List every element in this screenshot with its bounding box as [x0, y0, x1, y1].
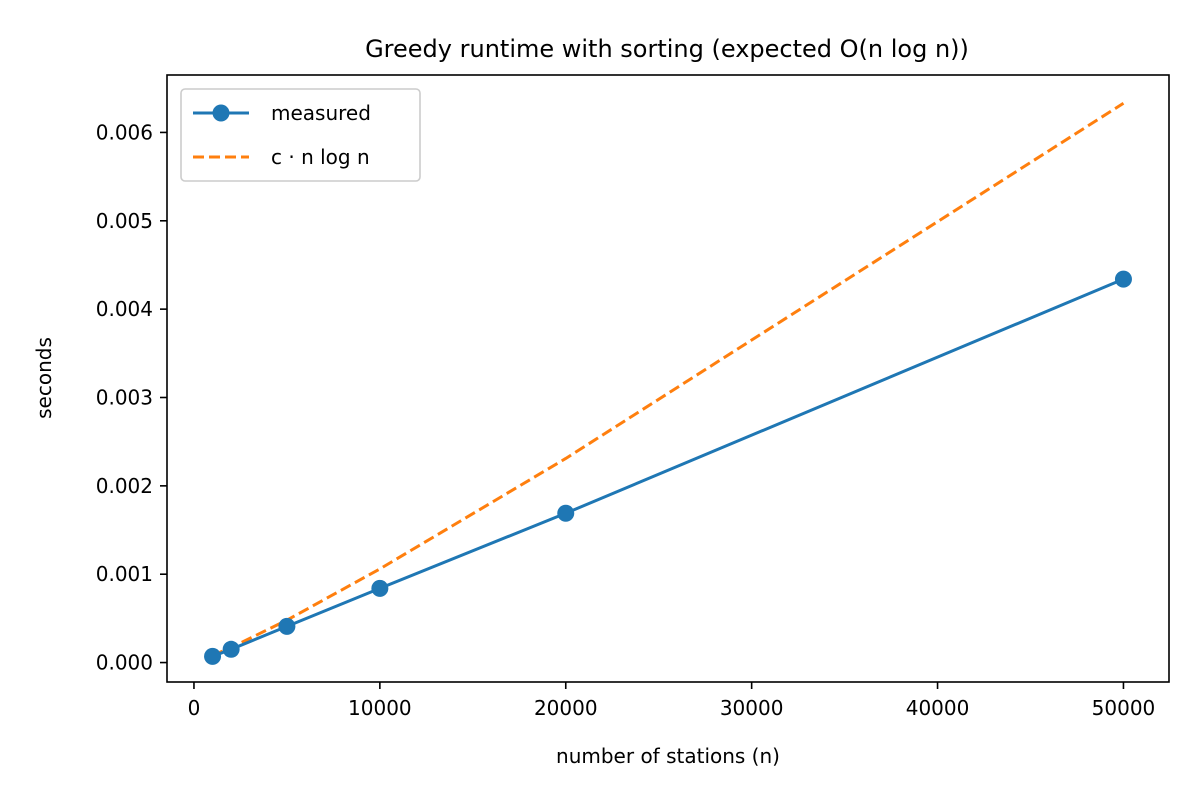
data-point-measured	[1114, 270, 1132, 288]
y-tick-label: 0.000	[96, 651, 153, 675]
chart-title: Greedy runtime with sorting (expected O(…	[365, 35, 969, 63]
y-tick-label: 0.006	[96, 120, 153, 144]
data-point-measured	[278, 617, 296, 635]
y-tick-label: 0.004	[96, 297, 153, 321]
y-tick-label: 0.002	[96, 474, 153, 498]
data-point-measured	[371, 579, 389, 597]
x-tick-label: 50000	[1092, 696, 1156, 720]
axes-frame	[166, 74, 1170, 683]
y-tick-label: 0.005	[96, 209, 153, 233]
x-tick-label: 20000	[534, 696, 598, 720]
y-tick-label: 0.003	[96, 385, 153, 409]
legend-marker-measured	[212, 104, 230, 122]
y-tick-label: 0.001	[96, 562, 153, 586]
y-axis-ticks: 0.000 0.001 0.002 0.003 0.004 0.005 0.006	[96, 120, 167, 675]
legend-label-fit: c · n log n	[271, 145, 370, 169]
data-point-measured	[204, 647, 222, 665]
x-tick-label: 0	[188, 696, 201, 720]
x-tick-label: 10000	[348, 696, 412, 720]
data-point-measured	[557, 504, 575, 522]
legend-label-measured: measured	[271, 101, 371, 125]
x-axis-ticks: 0 10000 20000 30000 40000 50000	[188, 682, 1156, 720]
data-point-measured	[222, 640, 240, 658]
x-tick-label: 30000	[720, 696, 784, 720]
legend: measured c · n log n	[180, 88, 421, 182]
y-axis-label: seconds	[32, 337, 56, 419]
plot-area	[204, 102, 1132, 665]
x-tick-label: 40000	[906, 696, 970, 720]
x-axis-label: number of stations (n)	[556, 744, 780, 768]
